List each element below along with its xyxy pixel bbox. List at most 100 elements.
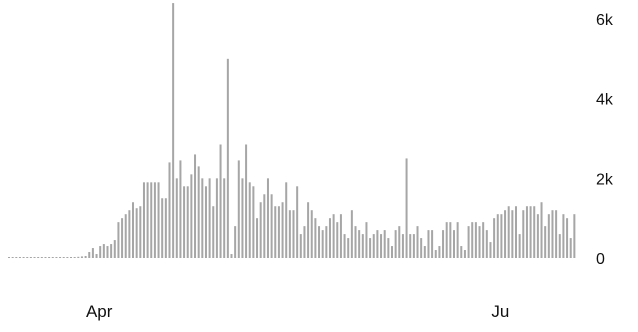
bar <box>361 234 364 258</box>
bar <box>369 238 372 258</box>
bar <box>573 214 576 258</box>
bar <box>339 214 342 258</box>
bar <box>59 257 62 258</box>
bar <box>489 242 492 258</box>
bar <box>325 226 328 258</box>
bar <box>215 178 218 258</box>
bar <box>387 238 390 258</box>
bar <box>347 238 350 258</box>
bar <box>44 257 47 258</box>
bar <box>208 178 211 258</box>
bar <box>328 218 331 258</box>
bar <box>299 234 302 258</box>
bar <box>478 226 481 258</box>
bar <box>252 186 255 258</box>
bar <box>142 182 145 258</box>
bar <box>390 246 393 258</box>
bar <box>153 182 156 258</box>
bar <box>22 257 25 258</box>
bar <box>102 244 105 258</box>
bar <box>146 182 149 258</box>
bar <box>277 206 280 258</box>
bar <box>190 174 193 258</box>
bar <box>88 252 91 258</box>
bar <box>70 257 73 258</box>
bar <box>179 160 182 258</box>
bar <box>113 240 116 258</box>
bar <box>551 210 554 258</box>
bar <box>150 182 153 258</box>
bar <box>332 214 335 258</box>
bar <box>204 186 207 258</box>
bar <box>434 250 437 258</box>
bar <box>460 246 463 258</box>
bar <box>474 222 477 258</box>
bar <box>33 257 36 258</box>
bar <box>288 210 291 258</box>
bar <box>303 226 306 258</box>
bar <box>540 202 543 258</box>
bar <box>354 226 357 258</box>
bar <box>562 214 565 258</box>
bar <box>117 222 120 258</box>
bar <box>555 210 558 258</box>
bar <box>77 256 80 258</box>
bar <box>157 182 160 258</box>
bar <box>558 234 561 258</box>
bar <box>37 257 40 258</box>
bar <box>128 210 131 258</box>
bar <box>95 254 98 258</box>
x-tick-label: Apr <box>86 302 113 321</box>
bar <box>285 182 288 258</box>
bar <box>139 206 142 258</box>
bar <box>485 230 488 258</box>
bar <box>412 234 415 258</box>
bar <box>343 234 346 258</box>
bar <box>106 246 109 258</box>
bar <box>416 226 419 258</box>
bar <box>55 257 58 258</box>
bar <box>536 214 539 258</box>
bar <box>321 230 324 258</box>
bar <box>168 162 171 258</box>
bars-group <box>8 3 576 258</box>
bar <box>358 230 361 258</box>
bar <box>544 226 547 258</box>
bar <box>310 210 313 258</box>
bar <box>29 257 32 258</box>
y-tick-label: 6k <box>596 12 614 29</box>
bar <box>438 246 441 258</box>
bar <box>449 222 452 258</box>
bar <box>73 257 76 258</box>
bar <box>245 144 248 258</box>
bar <box>256 218 259 258</box>
bar <box>372 234 375 258</box>
bar <box>84 256 87 258</box>
bar <box>547 214 550 258</box>
bar <box>518 234 521 258</box>
bar <box>380 234 383 258</box>
bar <box>401 234 404 258</box>
bar <box>161 198 164 258</box>
bar <box>172 3 175 258</box>
bar <box>383 230 386 258</box>
bar <box>296 186 299 258</box>
bar <box>307 202 310 258</box>
bar <box>409 234 412 258</box>
bar <box>376 230 379 258</box>
bar <box>80 256 83 258</box>
bar <box>248 182 251 258</box>
bar <box>274 206 277 258</box>
bar <box>15 257 18 258</box>
bar <box>482 222 485 258</box>
bar <box>110 244 113 258</box>
bar <box>566 218 569 258</box>
bar <box>186 186 189 258</box>
bar <box>241 178 244 258</box>
y-axis: 0 2k 4k 6k <box>596 12 614 268</box>
bar <box>533 206 536 258</box>
bar <box>522 210 525 258</box>
bar <box>507 206 510 258</box>
bar <box>427 230 430 258</box>
